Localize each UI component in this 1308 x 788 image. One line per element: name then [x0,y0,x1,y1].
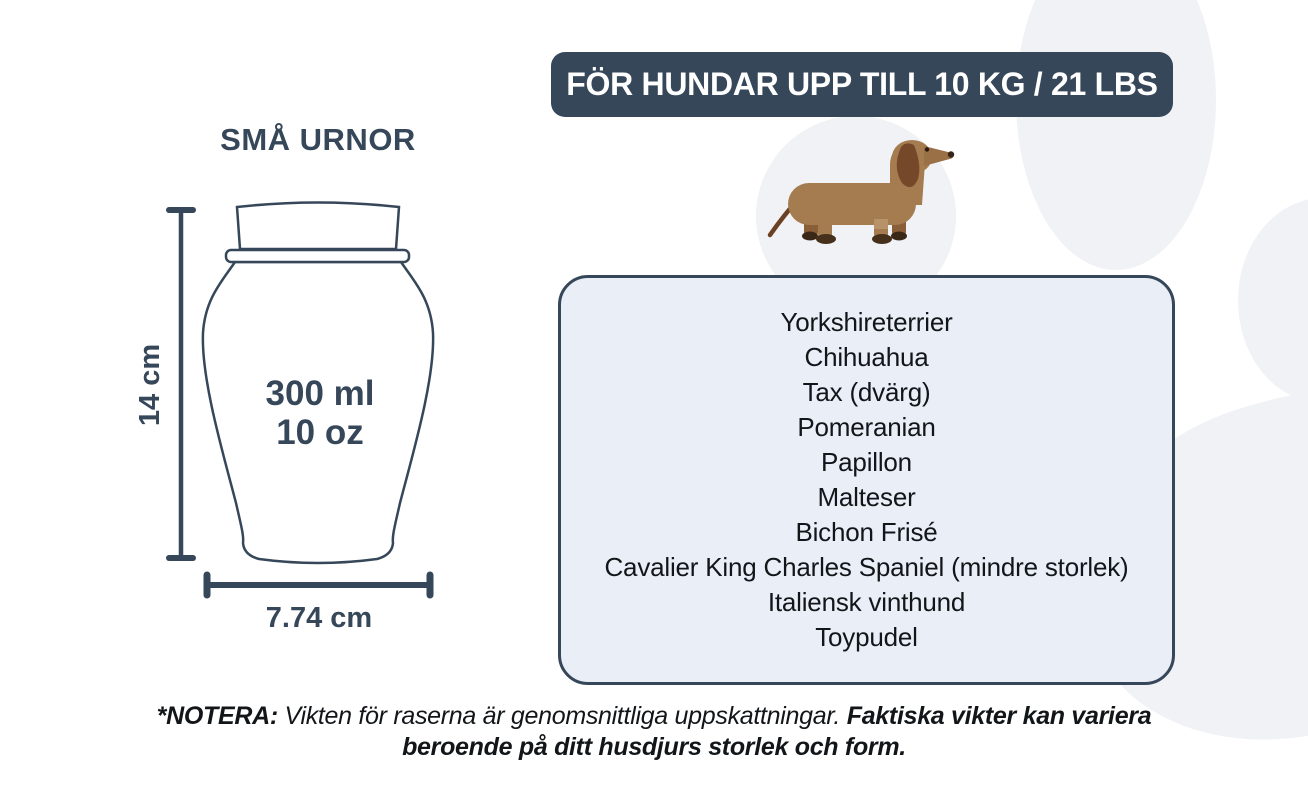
urn-rim-outline [224,248,411,264]
paw-print-toe-icon [1238,198,1308,403]
breed-item: Bichon Frisé [795,517,938,547]
footnote-bold-line2: beroende på ditt husdjurs storlek och fo… [402,733,906,761]
breed-item: Pomeranian [797,412,936,442]
weight-limit-banner-label: FÖR HUNDAR UPP TILL 10 KG / 21 LBS [566,66,1158,102]
urn-diagram [166,201,435,599]
weight-limit-banner: FÖR HUNDAR UPP TILL 10 KG / 21 LBS [551,52,1173,117]
footnote: *NOTERA: Vikten för raserna är genomsnit… [134,701,1174,763]
urn-width-label: 7.74 cm [265,602,373,634]
breed-item: Tax (dvärg) [802,377,931,407]
urn-height-label: 14 cm [134,343,166,427]
paw-print-toe-icon [1016,0,1216,270]
breed-item: Cavalier King Charles Spaniel (mindre st… [604,552,1129,582]
breed-list-box: Yorkshireterrier Chihuahua Tax (dvärg) Pome… [558,275,1175,685]
urn-lid-outline [235,201,401,251]
breed-item: Malteser [817,482,916,512]
dimension-lines [166,207,434,599]
breed-item: Italiensk vinthund [767,587,966,617]
dachshund-icon [767,140,955,244]
urn-volume-ml: 300 ml [265,374,375,413]
breed-item: Toypudel [815,622,918,652]
footnote-prefix: *NOTERA: [156,702,279,730]
footnote-bold-line1: Faktiska vikter kan variera [846,702,1152,730]
breed-item: Papillon [821,447,912,477]
breed-item: Yorkshireterrier [780,307,953,337]
breed-item: Chihuahua [804,342,929,372]
urn-body-outline [201,260,435,565]
urn-section-title: SMÅ URNOR [220,122,416,157]
urn-volume-oz: 10 oz [276,413,364,452]
footnote-regular-text: Vikten för raserna är genomsnittliga upp… [284,702,841,730]
